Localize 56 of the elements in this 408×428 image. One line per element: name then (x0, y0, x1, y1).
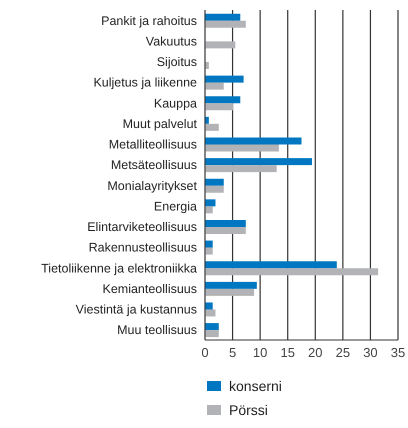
bar (205, 20, 246, 28)
y-tick-label: Muu teollisuus (117, 323, 197, 338)
bar (205, 178, 224, 186)
x-tick-label: 20 (308, 345, 323, 360)
bar (205, 248, 213, 255)
bar (205, 116, 209, 124)
y-tick-label: Rakennusteollisuus (88, 240, 197, 255)
y-tick-label: Tietoliikenne ja elektroniikka (41, 261, 198, 276)
bar (205, 158, 312, 166)
bar (205, 82, 224, 90)
legend-label: konserni (229, 378, 282, 394)
bar (205, 288, 254, 296)
y-tick-label: Elintarviketeollisuus (87, 220, 197, 234)
x-tick-label: 0 (201, 345, 209, 360)
bar (205, 330, 219, 338)
legend-label: Pörssi (229, 402, 268, 418)
bar (205, 165, 277, 172)
y-tick-label: Energia (154, 199, 198, 214)
bar (205, 103, 234, 110)
x-tick-label: 15 (280, 345, 295, 360)
bar (205, 240, 213, 248)
y-tick-label: Sijoitus (156, 55, 197, 69)
y-tick-label: Kauppa (154, 96, 198, 110)
y-tick-label: Viestintä ja kustannus (76, 302, 197, 316)
x-tick-label: 30 (363, 345, 378, 360)
bar (205, 144, 279, 152)
bar (205, 302, 213, 310)
bar (205, 206, 213, 214)
bar (205, 76, 244, 83)
bar (205, 62, 209, 69)
x-tick-label: 35 (390, 345, 406, 360)
y-tick-label: Monialayritykset (107, 178, 198, 193)
bar (205, 261, 337, 268)
x-tick-label: 5 (228, 345, 236, 360)
bar (205, 226, 246, 234)
bar (205, 199, 216, 206)
bar (205, 186, 224, 193)
bar (205, 220, 246, 227)
bar (205, 41, 236, 48)
bar (205, 309, 216, 316)
y-tick-label: Muut palvelut (122, 116, 198, 131)
bar (205, 14, 240, 21)
x-tick-label: 25 (336, 345, 350, 360)
y-tick-label: Metalliteollisuus (108, 138, 197, 152)
x-tick-label: 10 (252, 345, 268, 360)
y-tick-label: Kuljetus ja liikenne (93, 76, 198, 90)
y-tick-label: Metsäteollisuus (110, 158, 197, 172)
bar (205, 268, 378, 276)
y-tick-label: Vakuutus (146, 34, 197, 48)
bar (205, 124, 219, 131)
bar (205, 137, 302, 144)
bar (205, 282, 257, 289)
y-tick-label: Kemianteollisuus (102, 282, 197, 296)
bar (205, 96, 240, 104)
bar (205, 323, 219, 330)
y-tick-label: Pankit ja rahoitus (101, 14, 197, 28)
